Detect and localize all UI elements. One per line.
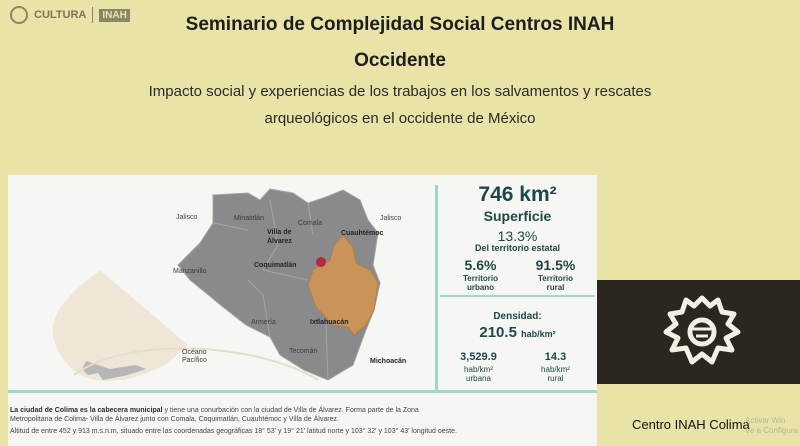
caption-line2: Metropolitana de Colima- Villa de Álvare… (10, 416, 339, 423)
stat-rural-density-label: rural (547, 374, 564, 383)
caption-accent-band (8, 390, 597, 393)
stat-urban-density-unit: hab/km² (464, 365, 493, 374)
map-label-villa-alvarez-1: Villa de (267, 229, 292, 236)
caption-line3: Altitud de entre 452 y 913 m.s.n.m, situ… (10, 428, 457, 435)
stat-rural-density-unit: hab/km² (541, 365, 570, 374)
center-label: Centro INAH Colima (632, 417, 750, 432)
mexico-outline-shape (82, 361, 146, 380)
stat-density-line: 210.5 hab/km² (440, 324, 595, 341)
stat-urban-density-label: urbana (466, 374, 491, 383)
logo-divider (92, 7, 94, 23)
page-subtitle-line2: arqueológicos en el occidente de México (264, 110, 536, 127)
stat-density-value: 210.5 (479, 324, 517, 341)
map-label-minatitlan: Minatitlán (234, 215, 264, 222)
map-label-cuauhtemoc: Cuauhtémoc (341, 230, 384, 237)
windows-activation-watermark: Activar Win Ve a Configura (745, 416, 798, 436)
stat-urban-label-2: urbano (466, 283, 495, 292)
map-label-armeria: Armería (251, 319, 276, 326)
map-label-villa-alvarez-2: Álvarez (267, 238, 292, 245)
stat-urban-density: 3,529.9 (460, 351, 497, 363)
logo-inah-text: INAH (99, 8, 130, 22)
mexico-seal-icon (10, 6, 28, 24)
stat-pct-state: 13.3% (497, 228, 538, 244)
logo-cultura-text: CULTURA (34, 9, 87, 21)
stat-urban-pct: 5.6% (464, 257, 497, 273)
map-label-comala: Comala (298, 220, 323, 227)
stat-density-label: Densidad: (493, 311, 542, 322)
map-label-jalisco-west: Jalisco (176, 214, 198, 221)
stat-superficie-label: Superficie (483, 208, 552, 224)
map-label-pacifico: Pacífico (182, 357, 207, 364)
caption-line1-rest: y tiene una conurbación con la ciudad de… (162, 407, 419, 414)
map-label-ixtlahuacan: Ixtlahuacán (310, 319, 349, 326)
colima-city-dot (316, 257, 326, 267)
municipio-borders (212, 199, 329, 381)
map-label-coquimatlan: Coquimatlán (254, 262, 297, 269)
map-label-oceano: Océano (182, 349, 207, 356)
mexico-inset-shape (52, 270, 189, 382)
caption-line1: La ciudad de Colima es la cabecera munic… (10, 406, 595, 415)
map-label-manzanillo: Manzanillo (173, 268, 207, 275)
map-label-jalisco-east: Jalisco (380, 215, 402, 222)
map-label-tecoman: Tecomán (289, 348, 318, 355)
cultura-inah-logo: CULTURA INAH (10, 6, 130, 24)
stats-divider-vertical (435, 185, 438, 390)
municipios-shape (177, 188, 381, 381)
stat-pct-state-label: Del territorio estatal (474, 243, 561, 253)
connection-arc (73, 347, 319, 381)
watermark-line2: Ve a Configura (745, 426, 798, 435)
map-label-michoacan: Michoacán (370, 358, 407, 365)
shared-slide: Jalisco Minatitlán Comala Jalisco Villa … (8, 175, 597, 446)
stat-area: 746 km² (478, 183, 557, 206)
stat-rural-label-2: rural (546, 283, 565, 292)
page-subtitle-line1: Impacto social y experiencias de los tra… (148, 83, 652, 100)
stat-urban-label-1: Territorio (463, 274, 498, 283)
stat-density-unit: hab/km² (521, 329, 556, 339)
stat-rural-label-1: Territorio (538, 274, 573, 283)
emblem-panel (597, 280, 800, 384)
page-title-line1: Seminario de Complejidad Social Centros … (185, 14, 615, 35)
stat-rural-density: 14.3 (544, 351, 567, 363)
inah-emblem-icon (663, 295, 741, 365)
colima-state-map (52, 188, 381, 382)
caption-bold: La ciudad de Colima es la cabecera munic… (10, 407, 163, 414)
watermark-line1: Activar Win (745, 416, 786, 425)
stat-rural-pct: 91.5% (535, 257, 576, 273)
stats-divider-horizontal (440, 295, 595, 297)
page-title-line2: Occidente (354, 50, 446, 71)
